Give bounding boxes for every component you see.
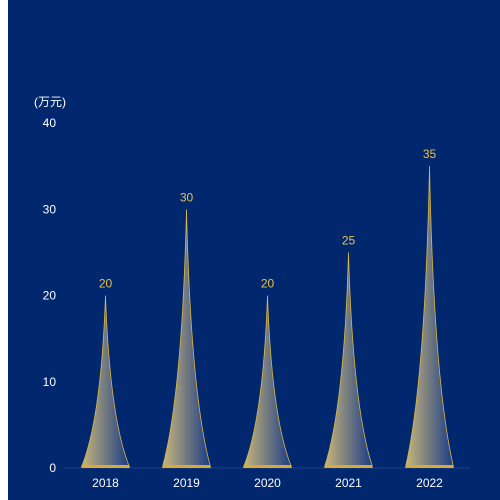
bar-2019[interactable] xyxy=(161,209,212,468)
y-tick-label: 40 xyxy=(43,116,57,130)
bar-base-2019 xyxy=(162,465,211,468)
bar-2022[interactable] xyxy=(404,166,455,468)
data-label-2021: 25 xyxy=(342,233,356,247)
bar-base-2021 xyxy=(324,465,373,468)
chart-panel: (万元) 0 10 20 30 40 20 30 20 25 35 2018 2019 2020 20… xyxy=(8,0,500,500)
x-tick-label: 2021 xyxy=(335,476,362,490)
bar-2020[interactable] xyxy=(242,295,293,468)
x-tick-label: 2022 xyxy=(416,476,443,490)
x-tick-label: 2019 xyxy=(173,476,200,490)
data-label-2018: 20 xyxy=(99,277,113,291)
bar-2021[interactable] xyxy=(323,252,374,468)
x-tick-label: 2018 xyxy=(92,476,119,490)
bar-series: 20 30 20 25 35 xyxy=(80,147,455,468)
y-tick-label: 10 xyxy=(43,375,57,389)
y-tick-label: 0 xyxy=(49,461,56,475)
x-tick-label: 2020 xyxy=(254,476,281,490)
y-axis-unit-label: (万元) xyxy=(34,95,66,109)
y-tick-label: 30 xyxy=(43,202,57,216)
data-label-2022: 35 xyxy=(423,147,437,161)
data-label-2019: 30 xyxy=(180,190,194,204)
bar-base-2022 xyxy=(405,465,454,468)
y-axis-ticks: 0 10 20 30 40 xyxy=(43,116,57,475)
bar-2018[interactable] xyxy=(80,295,131,468)
bar-base-2018 xyxy=(81,465,130,468)
bar-base-2020 xyxy=(243,465,292,468)
x-axis-ticks: 2018 2019 2020 2021 2022 xyxy=(92,476,443,490)
data-label-2020: 20 xyxy=(261,277,275,291)
y-tick-label: 20 xyxy=(43,289,57,303)
